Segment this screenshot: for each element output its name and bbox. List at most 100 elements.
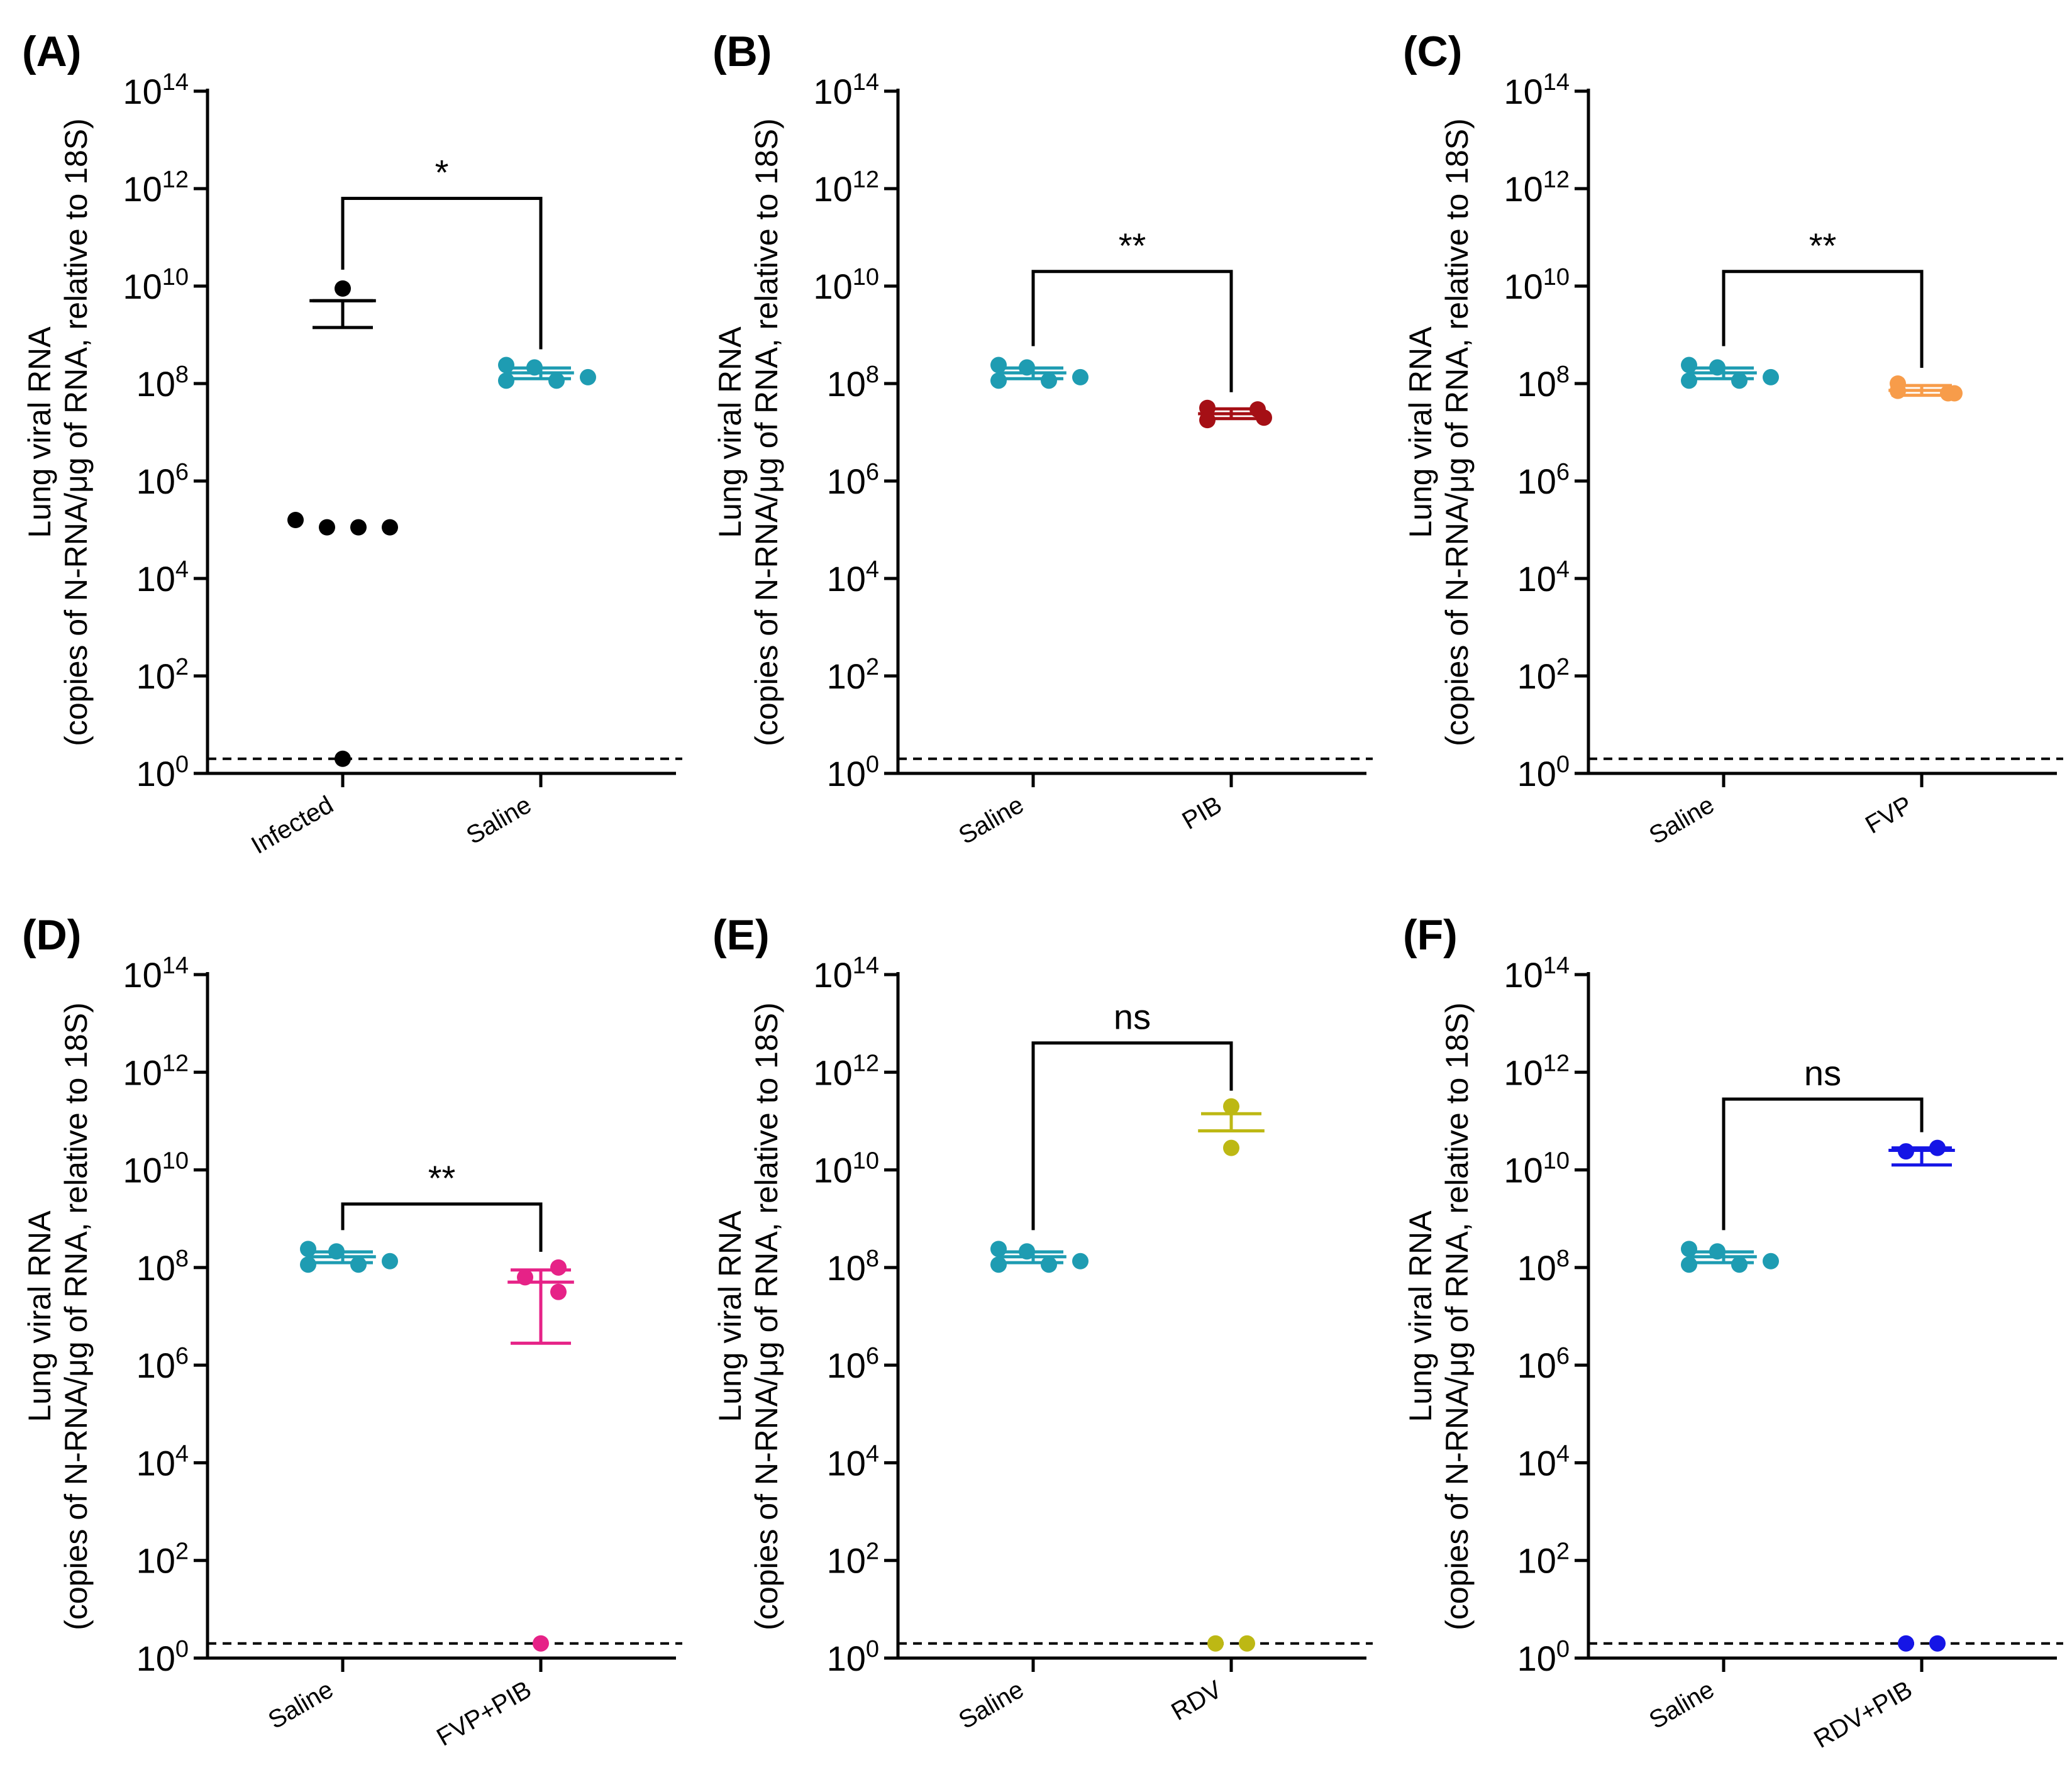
y-tick-label: 104 [827,1441,879,1483]
y-tick-label: 102 [827,1539,879,1581]
y-tick-base: 10 [1504,955,1543,995]
y-tick-label: 1010 [813,1148,879,1190]
y-tick-base: 10 [123,72,162,111]
y-tick-base: 10 [827,656,866,696]
data-point [1239,1635,1255,1652]
panel-label: (B) [712,28,772,75]
y-tick-base: 10 [827,754,866,794]
y-tick-base: 10 [1517,559,1556,599]
data-point [1763,368,1779,385]
y-tick-exponent: 6 [1556,1343,1570,1369]
x-tick-label: Saline [954,1676,1028,1735]
significance-bracket [1722,270,1924,368]
data-point [1731,372,1748,389]
y-tick-base: 10 [1517,754,1556,794]
y-axis-label-line2: (copies of N-RNA/μg of RNA, relative to … [1439,1002,1475,1630]
x-tick-label: PIB [1178,791,1227,835]
y-tick-exponent: 2 [175,1539,189,1565]
y-tick-label: 1014 [813,69,879,111]
y-axis-label-line1: Lung viral RNA [712,326,748,538]
y-tick-base: 10 [1517,1346,1556,1385]
y-tick-exponent: 14 [1543,69,1570,96]
y-tick-base: 10 [123,955,162,995]
data-point [1256,409,1272,426]
y-tick-exponent: 0 [1556,1636,1570,1662]
y-tick-label: 1010 [1504,264,1570,306]
y-tick-exponent: 2 [175,654,189,680]
y-tick-exponent: 0 [866,751,879,778]
data-point [990,1241,1007,1258]
y-tick-base: 10 [827,1346,866,1385]
y-tick-exponent: 14 [853,69,879,96]
panel-e: (E) Lung viral RNA (copies of N-RNA/μg of … [712,911,1373,1734]
y-tick-base: 10 [813,72,852,111]
data-point [1223,1098,1239,1115]
data-point [1946,385,1963,402]
y-tick-label: 108 [827,362,879,404]
significance-label: ** [428,1158,456,1198]
data-point [1681,1256,1697,1273]
y-tick-exponent: 8 [866,362,879,388]
y-tick-base: 10 [136,1443,175,1483]
data-point [1763,1253,1779,1269]
y-tick-base: 10 [136,1248,175,1288]
y-axis-label-line1: Lung viral RNA [712,1210,748,1422]
x-tick-label: Saline [263,1676,338,1735]
y-tick-label: 106 [136,1343,189,1385]
y-tick-base: 10 [136,656,175,696]
significance-label: * [435,153,449,192]
y-tick-exponent: 10 [853,1148,879,1175]
data-point [526,359,543,376]
y-tick-exponent: 8 [175,362,189,388]
y-tick-base: 10 [1517,462,1556,501]
y-tick-exponent: 2 [1556,654,1570,680]
y-tick-label: 1012 [1504,167,1570,209]
data-point [350,1256,367,1273]
y-tick-exponent: 6 [1556,459,1570,485]
y-tick-label: 1014 [123,69,189,111]
y-tick-label: 102 [136,1539,189,1581]
y-tick-label: 100 [136,1636,189,1678]
y-tick-label: 1014 [1504,953,1570,995]
y-tick-label: 102 [1517,654,1570,696]
y-tick-exponent: 2 [866,654,879,680]
y-tick-base: 10 [813,267,852,306]
x-tick-label: FVP+PIB [432,1676,536,1752]
y-axis-label-line2: (copies of N-RNA/μg of RNA, relative to … [58,1002,94,1630]
data-point [550,1283,567,1300]
y-tick-base: 10 [1517,364,1556,404]
y-tick-exponent: 12 [1543,167,1570,193]
data-point [1041,1256,1057,1273]
data-point [1019,359,1035,376]
y-tick-label: 104 [1517,1441,1570,1483]
y-tick-base: 10 [123,1151,162,1190]
y-tick-base: 10 [136,364,175,404]
data-point [990,1256,1007,1273]
significance-bracket [1031,270,1233,392]
y-tick-base: 10 [123,169,162,209]
y-tick-label: 102 [827,654,879,696]
data-point [517,1269,533,1286]
y-tick-base: 10 [813,169,852,209]
y-tick-exponent: 6 [175,1343,189,1369]
y-tick-label: 1014 [123,953,189,995]
data-point [580,368,596,385]
x-tick-label: RDV [1166,1676,1226,1726]
y-tick-exponent: 0 [175,1636,189,1662]
y-tick-label: 100 [1517,751,1570,794]
y-tick-label: 1010 [123,264,189,306]
y-tick-exponent: 4 [175,1441,189,1467]
significance-bracket [341,1202,543,1252]
y-tick-base: 10 [827,1443,866,1483]
y-tick-base: 10 [1504,1053,1543,1092]
y-tick-exponent: 0 [866,1636,879,1662]
data-point [328,1243,345,1260]
y-tick-exponent: 12 [1543,1050,1570,1076]
y-tick-exponent: 4 [175,556,189,583]
significance-label: ** [1119,226,1146,265]
y-tick-exponent: 12 [162,167,189,193]
y-tick-label: 102 [1517,1539,1570,1581]
y-tick-label: 1010 [1504,1148,1570,1190]
y-tick-exponent: 0 [175,751,189,778]
y-tick-base: 10 [1517,1541,1556,1581]
